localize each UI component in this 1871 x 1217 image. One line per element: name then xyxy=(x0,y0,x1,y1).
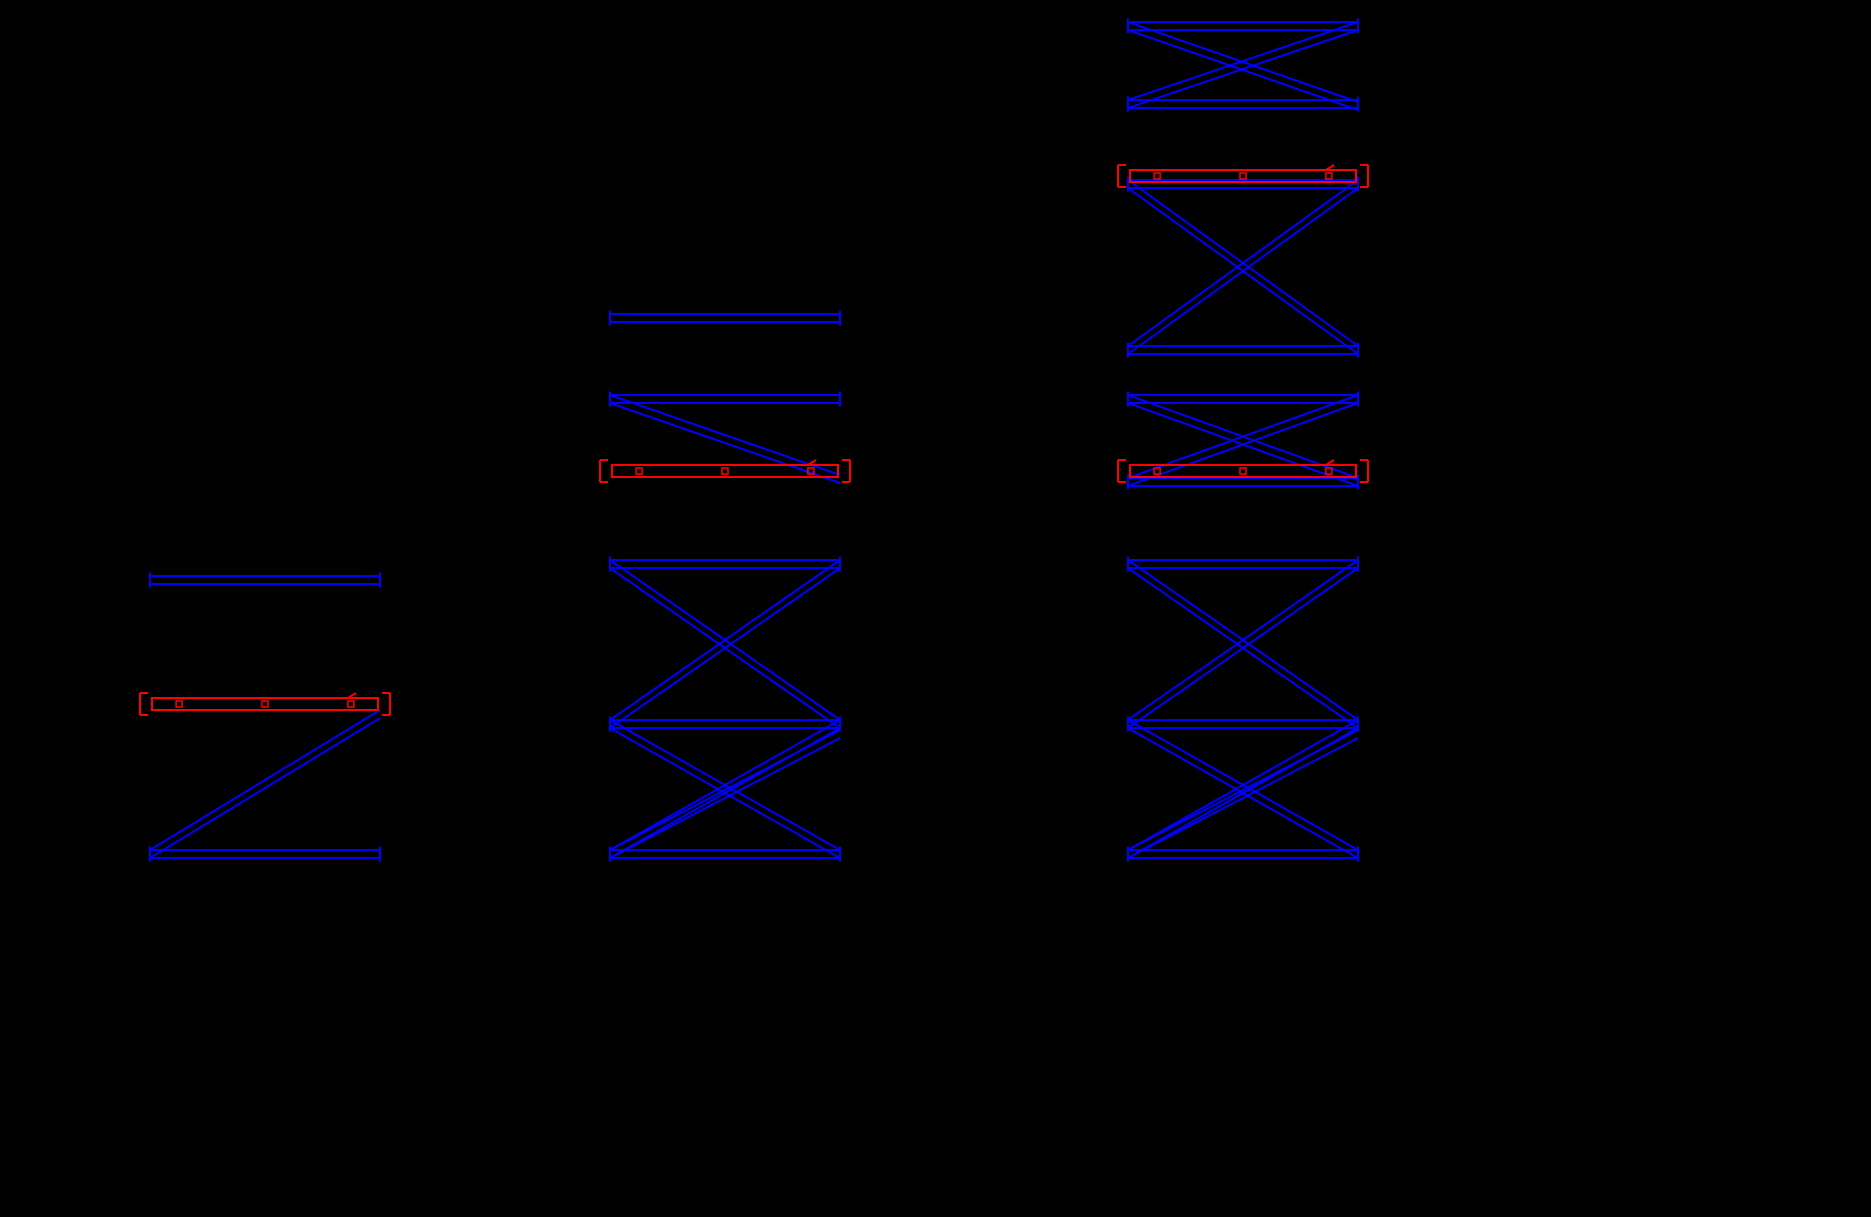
platform-handle xyxy=(1240,173,1246,179)
platform-handle xyxy=(636,468,642,474)
platform-rect xyxy=(1130,465,1356,477)
platform-handle xyxy=(722,468,728,474)
scissor-lift-diagram xyxy=(0,0,1871,1217)
platform-handle xyxy=(176,701,182,707)
platform-handle xyxy=(1326,173,1332,179)
platform-handle xyxy=(262,701,268,707)
platform-handle xyxy=(1240,468,1246,474)
platform-handle xyxy=(1154,173,1160,179)
platform-handle xyxy=(348,701,354,707)
platform-rect xyxy=(152,698,378,710)
